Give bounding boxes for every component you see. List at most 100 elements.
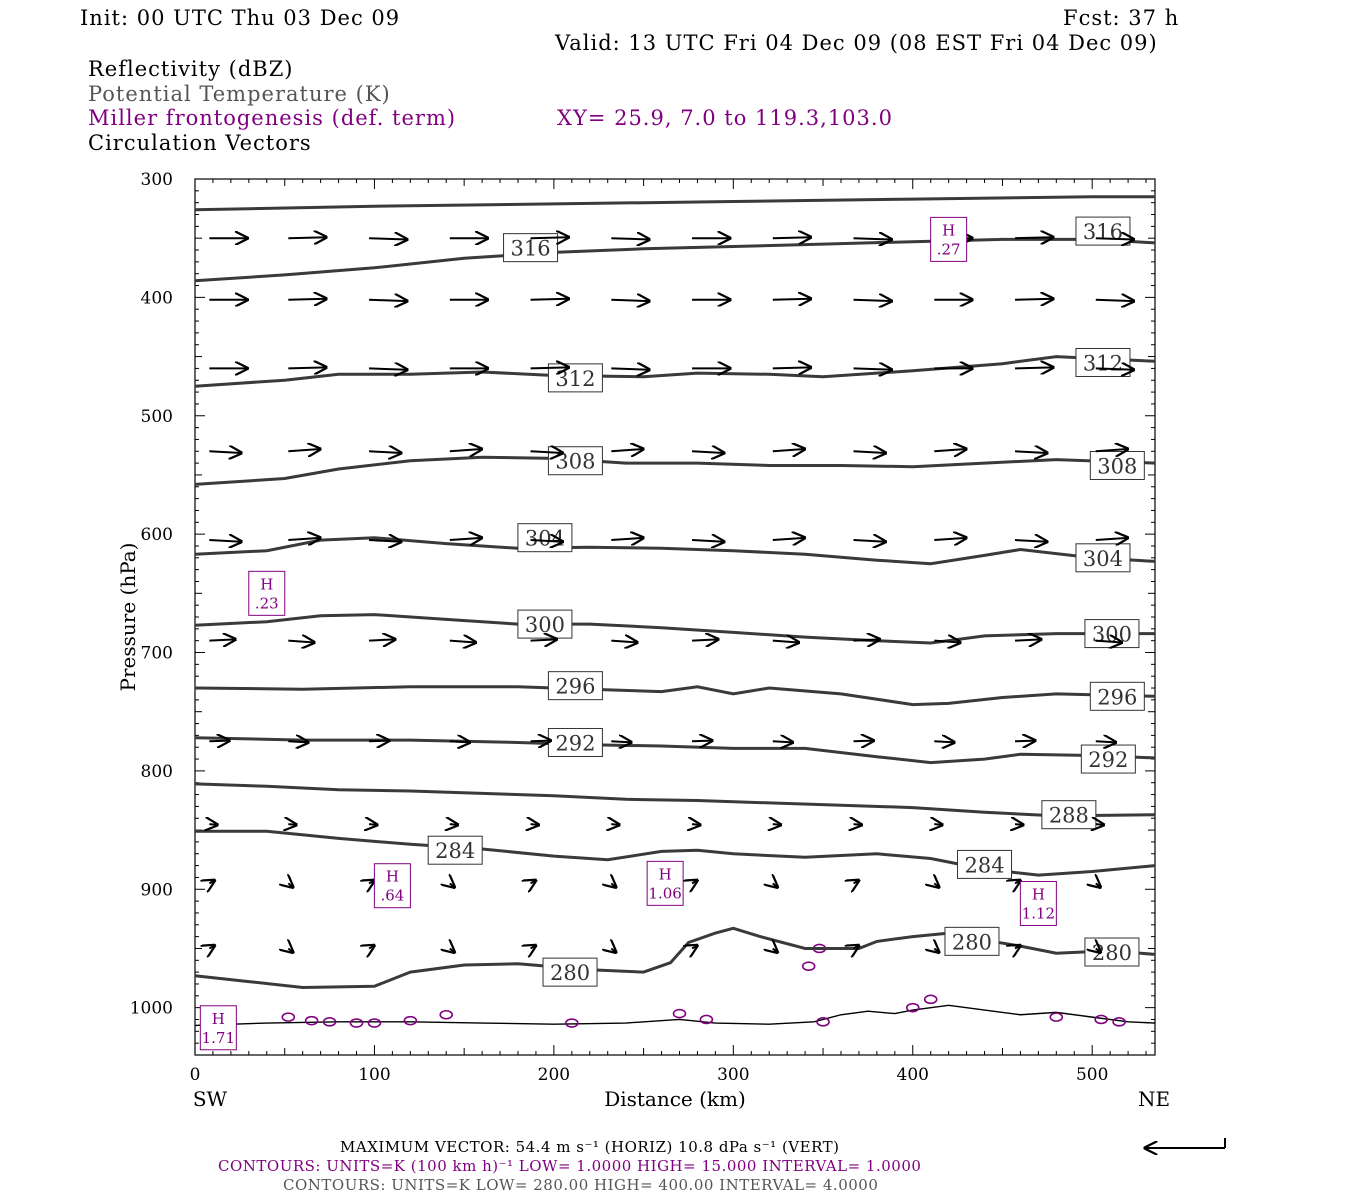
circulation-vector — [611, 300, 649, 301]
circulation-vector — [1095, 449, 1128, 451]
circulation-vector — [691, 540, 724, 542]
circulation-vector — [1095, 641, 1122, 643]
theta-label-box — [1041, 800, 1097, 830]
circulation-vector — [772, 367, 811, 368]
y-tick-label: 900 — [141, 880, 173, 900]
circulation-vector — [288, 367, 326, 368]
circulation-vector — [531, 824, 539, 825]
x-tick-label: 300 — [717, 1065, 749, 1085]
frontogenesis-contour — [801, 961, 816, 972]
frontogenesis-max-h: H — [386, 868, 399, 886]
circulation-vector — [369, 300, 407, 301]
theta-label-box — [1089, 681, 1145, 711]
circulation-vector — [934, 641, 960, 643]
circulation-vector — [853, 300, 892, 301]
circulation-vector — [1015, 237, 1053, 238]
frontogenesis-max-box — [373, 863, 411, 909]
circulation-vector — [449, 538, 482, 540]
circulation-vector — [288, 538, 320, 540]
circulation-vector — [1014, 639, 1041, 640]
theta-label-box — [957, 849, 1013, 879]
frontogenesis-contour — [699, 1014, 714, 1025]
circulation-vector — [934, 883, 939, 887]
theta-contour-label: 280 — [1092, 941, 1132, 965]
frontogenesis-max-value: 1.06 — [648, 884, 681, 902]
circulation-vector — [1015, 945, 1020, 948]
circulation-vector — [288, 641, 314, 643]
circulation-vector — [611, 449, 643, 451]
frontogenesis-contour — [1112, 1017, 1126, 1027]
frontogenesis-contour — [281, 1012, 296, 1022]
frontogenesis-max-box — [1019, 880, 1057, 926]
circulation-vector — [691, 451, 724, 453]
circulation-vector — [369, 945, 374, 948]
circulation-vector — [772, 741, 793, 742]
circulation-vector — [369, 451, 401, 453]
circulation-vector — [288, 237, 326, 238]
frontogenesis-max-h: H — [260, 575, 273, 593]
frontogenesis-max-value: 1.12 — [1022, 904, 1055, 922]
circulation-vector — [369, 639, 395, 640]
y-axis-label: Pressure (hPa) — [116, 543, 140, 692]
circulation-vector — [1095, 538, 1128, 540]
circulation-vector — [853, 238, 892, 239]
circulation-vector — [773, 824, 781, 825]
circulation-vector — [772, 538, 805, 540]
theta-contour — [194, 355, 1156, 388]
circulation-vector — [209, 824, 217, 825]
circulation-vector — [209, 540, 241, 542]
circulation-vector — [934, 449, 966, 451]
circulation-vector — [772, 299, 811, 300]
circulation-vector — [530, 299, 569, 300]
theta-contour-label: 312 — [1083, 351, 1123, 375]
circulation-vector — [530, 237, 569, 238]
frontogenesis-max-h: H — [659, 865, 672, 883]
circulation-vector — [209, 945, 214, 948]
theta-label-box — [547, 727, 603, 757]
circulation-vector — [1014, 451, 1047, 453]
theta-contour-label: 304 — [525, 527, 565, 551]
frontogenesis-max-h: H — [1032, 885, 1045, 903]
circulation-vector — [288, 948, 293, 952]
frontogenesis-contour — [439, 1009, 454, 1020]
sw-label: SW — [193, 1087, 228, 1111]
y-tick-label: 400 — [141, 288, 173, 308]
ne-label: NE — [1138, 1087, 1170, 1111]
circulation-vector — [691, 639, 718, 640]
circulation-vector — [209, 880, 214, 883]
circulation-vector — [1015, 367, 1053, 368]
circulation-vector — [449, 449, 482, 451]
circulation-vector — [853, 639, 880, 640]
theta-label-box — [1080, 744, 1136, 774]
circulation-vector — [854, 824, 862, 825]
valid-time: Valid: 13 UTC Fri 04 Dec 09 (08 EST Fri … — [555, 31, 1158, 55]
frontogenesis-max-box — [930, 216, 968, 262]
circulation-vector — [853, 368, 892, 369]
circulation-vector — [772, 237, 811, 238]
x-tick-label: 200 — [538, 1065, 570, 1085]
y-tick-label: 600 — [141, 525, 173, 545]
circulation-vector — [854, 880, 859, 883]
theta-contour-label: 284 — [964, 853, 1004, 877]
frontogenesis-contour — [403, 1015, 418, 1026]
frontogenesis-max-value: .27 — [937, 240, 961, 258]
frontogenesis-contour-note: CONTOURS: UNITS=K (100 km h)⁻¹ LOW= 1.00… — [218, 1157, 922, 1175]
circulation-vector — [934, 948, 939, 952]
theta-contour-label: 296 — [555, 675, 595, 699]
circulation-vector — [692, 741, 712, 742]
circulation-vector — [934, 538, 966, 540]
frontogenesis-max-value: .23 — [255, 594, 279, 612]
circulation-vector — [1095, 368, 1134, 369]
frontogenesis-max-box — [248, 570, 286, 616]
plot-frame — [194, 178, 1156, 1056]
frontogenesis-contour — [565, 1018, 579, 1028]
circulation-vector — [450, 824, 458, 825]
x-tick-label: 500 — [1076, 1065, 1108, 1085]
circulation-vector — [288, 883, 293, 887]
circulation-vector — [611, 948, 616, 952]
circulation-vector — [853, 451, 886, 453]
frontogenesis-contour — [923, 994, 938, 1005]
theta-contour — [194, 237, 1156, 283]
frontogenesis-max-h: H — [942, 221, 955, 239]
